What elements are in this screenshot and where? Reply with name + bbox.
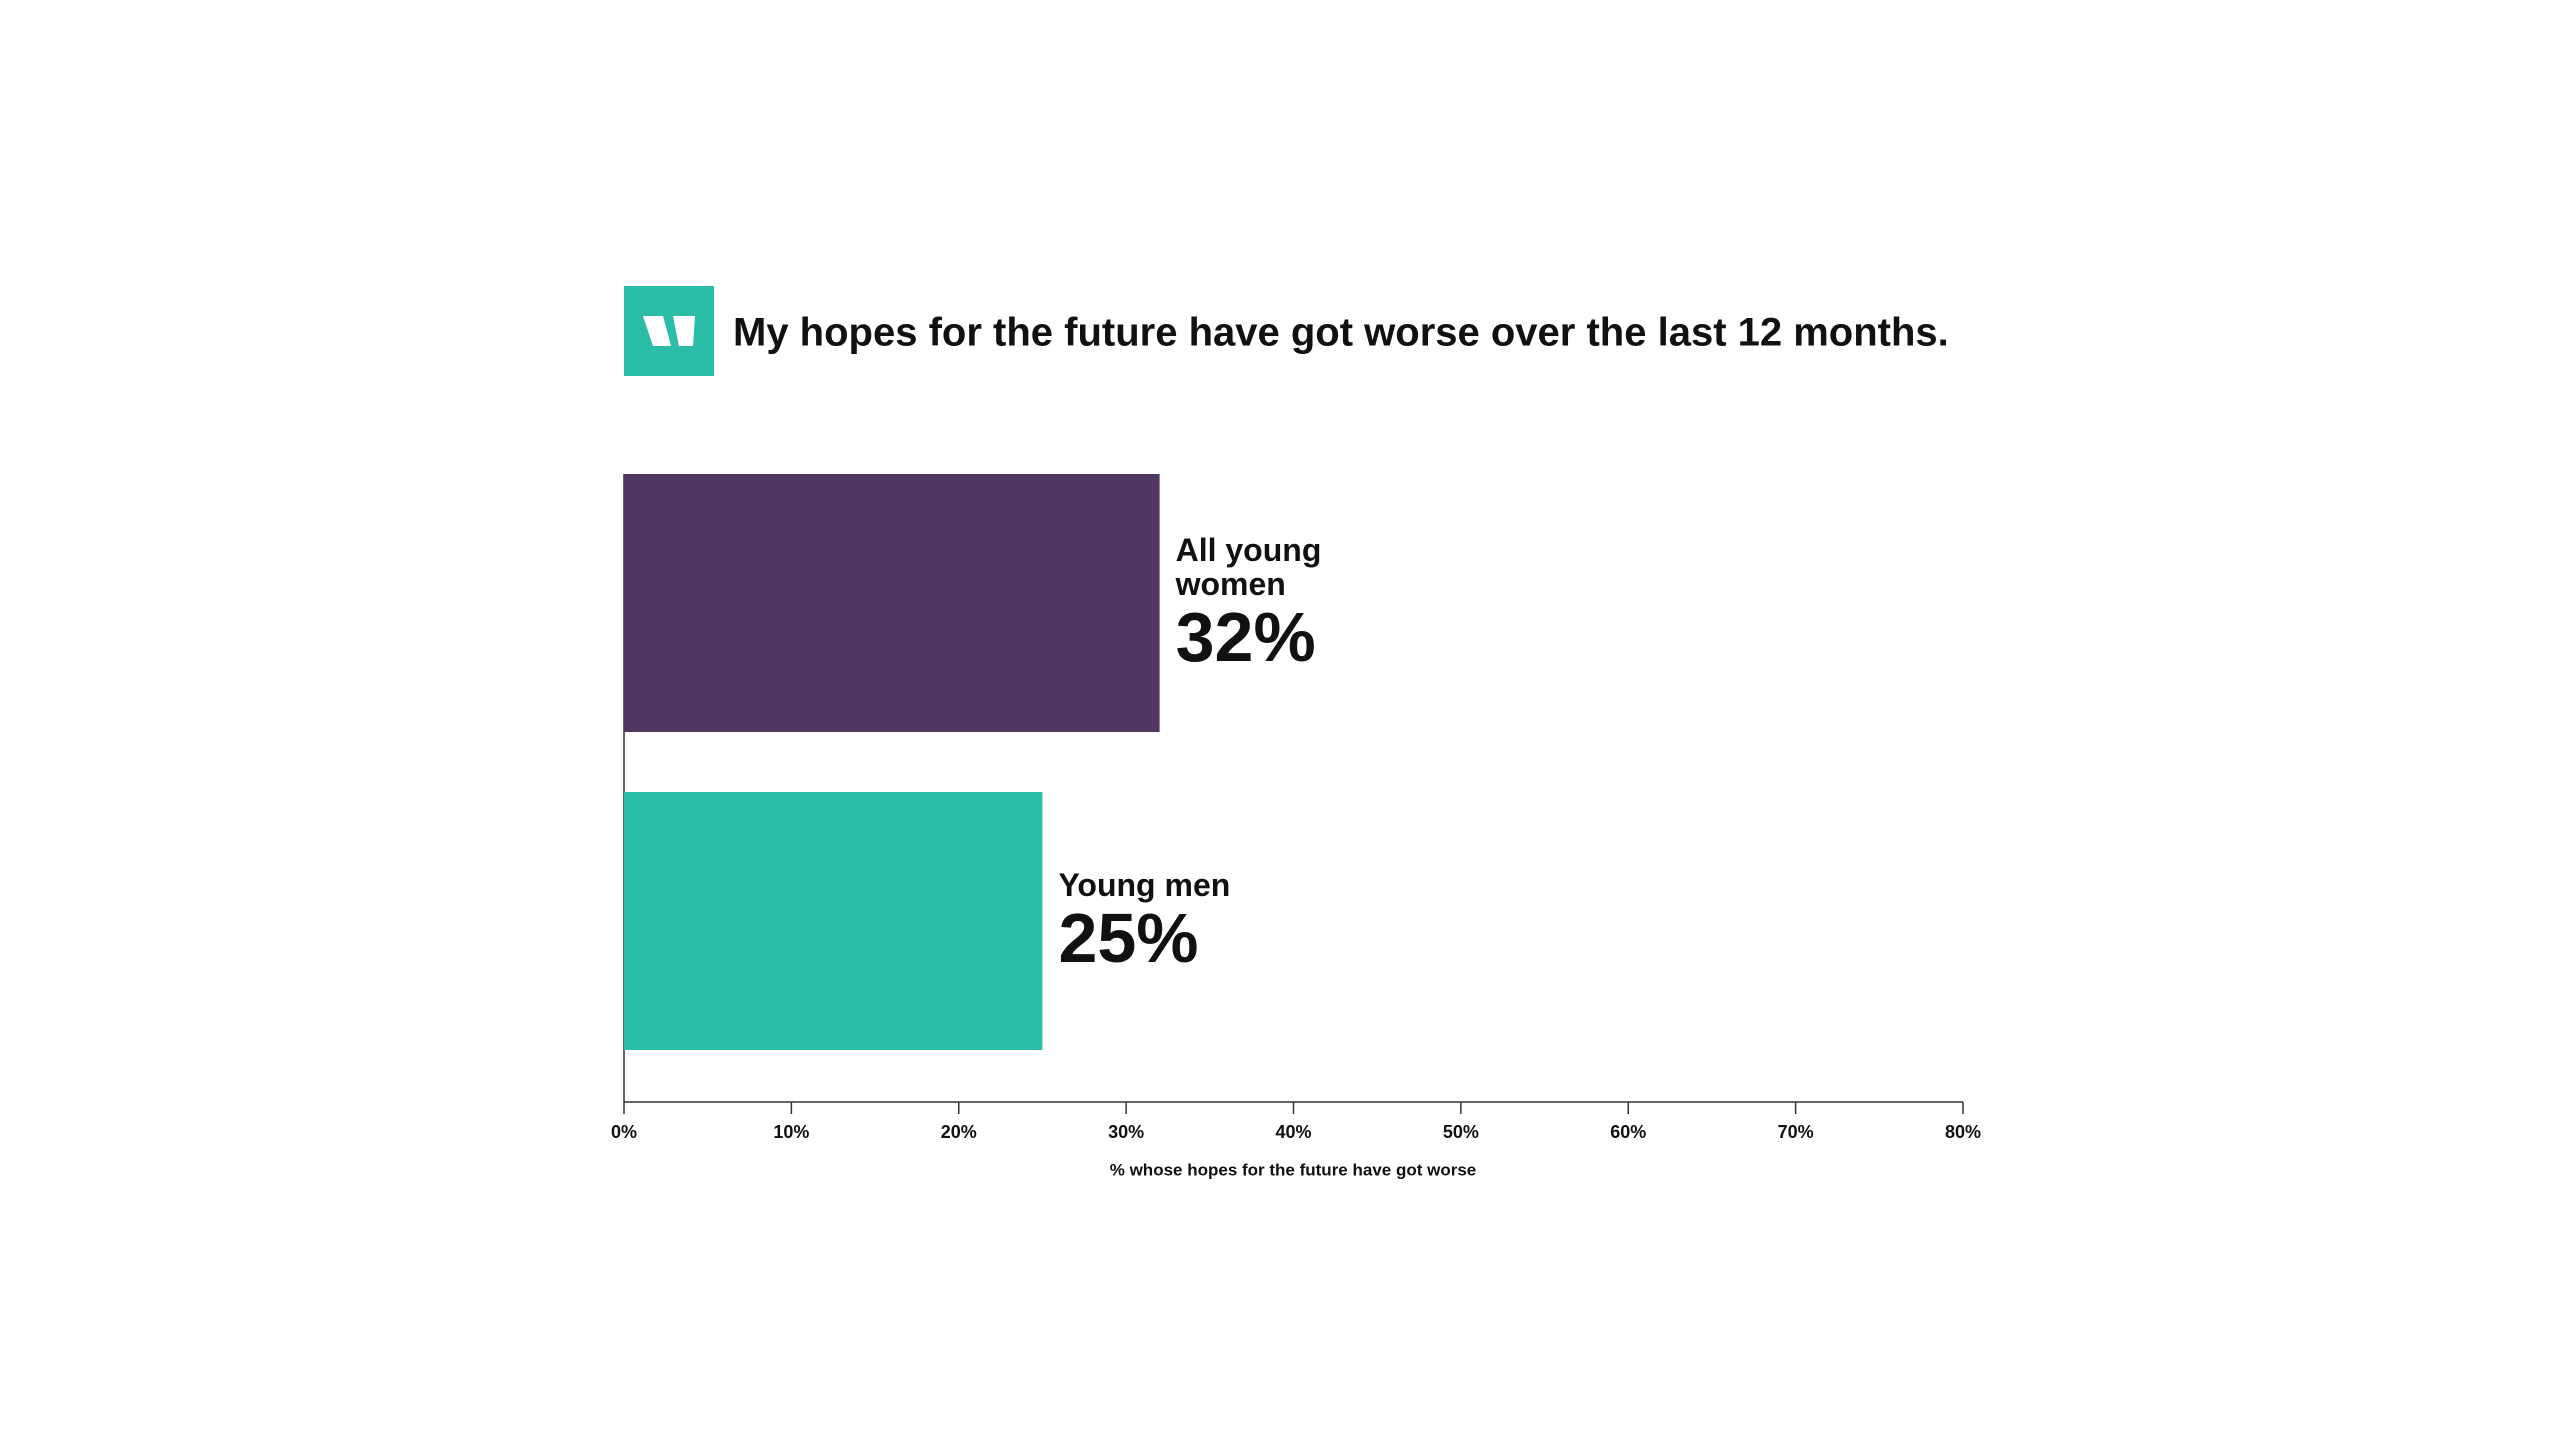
x-tick-label: 40% (1275, 1122, 1311, 1142)
x-tick-label: 60% (1610, 1122, 1646, 1142)
value-label: 32% (1175, 598, 1316, 676)
value-label: 25% (1058, 899, 1199, 977)
bar (624, 792, 1043, 1050)
x-tick-label: 30% (1108, 1122, 1144, 1142)
category-label: Young men (1058, 867, 1231, 903)
x-tick-label: 80% (1945, 1122, 1981, 1142)
logo (624, 286, 714, 376)
category-label: All young women (1175, 532, 1322, 602)
bar-label: Young men 25% (1058, 792, 1230, 1050)
x-axis-title: % whose hopes for the future have got wo… (1110, 1160, 1477, 1179)
x-tick-label: 20% (941, 1122, 977, 1142)
bar (624, 474, 1160, 732)
chart-title: My hopes for the future have got worse o… (733, 311, 1949, 355)
x-tick-label: 70% (1778, 1122, 1814, 1142)
bar-label: All young women 32% (1176, 474, 1376, 732)
x-tick-label: 0% (611, 1122, 637, 1142)
x-tick-label: 10% (773, 1122, 809, 1142)
x-tick-label: 50% (1443, 1122, 1479, 1142)
